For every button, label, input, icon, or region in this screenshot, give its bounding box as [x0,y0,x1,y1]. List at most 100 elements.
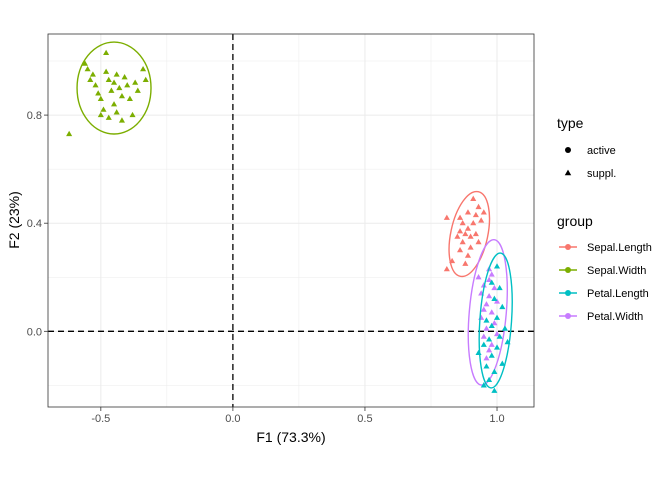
data-point [113,71,120,77]
series-sepal-width [66,41,152,137]
data-point [486,336,493,342]
data-point [124,82,131,88]
data-point [66,130,73,137]
data-point [105,114,112,120]
data-point [475,203,482,210]
data-point [480,282,487,288]
data-point [457,228,464,234]
data-point [105,76,112,83]
data-point [475,274,482,280]
data-point [475,238,482,245]
data-point [491,284,498,291]
data-point [467,244,474,250]
legend-key-point [565,290,571,296]
data-point [491,368,498,374]
data-point [493,344,501,350]
data-point [488,271,495,277]
data-point [110,79,118,85]
data-point [89,71,96,77]
data-point [488,279,495,285]
data-point [472,211,479,218]
legend-type-label: active [587,145,616,157]
data-point [483,325,490,331]
data-point [478,217,485,223]
data-point [462,230,469,237]
data-point [493,330,501,337]
x-axis: -0.5 0.0 0.5 1.0 [91,407,505,425]
data-point [488,341,495,347]
data-point [501,325,508,331]
confidence-ellipse [478,252,513,389]
data-point [81,60,89,66]
data-point [454,233,461,239]
legend-group: group Sepal.Length Sepal.Width Petal.Lengt… [557,213,652,323]
data-point [443,214,450,220]
legend-type-title: type [557,115,584,131]
data-point [126,95,133,101]
data-point [496,284,503,291]
confidence-ellipse [76,41,152,135]
data-point [464,225,472,231]
data-point [491,320,498,326]
data-point [493,314,501,320]
data-point [499,360,506,366]
data-point [464,252,472,258]
data-point [457,247,464,253]
data-point [488,309,495,315]
legend-type-label: suppl. [587,168,616,180]
panel-border [47,33,535,408]
data-point [491,387,498,393]
series-sepal-length [443,190,491,278]
data-point [504,338,511,345]
data-point [132,79,139,85]
legend-group-label: Petal.Length [587,288,649,300]
data-point [134,87,141,93]
confidence-ellipse [467,238,508,386]
data-point [464,209,472,215]
data-point [103,49,110,56]
legend-group-label: Sepal.Width [587,265,646,277]
data-point [486,292,493,299]
data-point [118,117,125,123]
y-tick-label: 0.0 [27,326,42,338]
x-axis-title: F1 (73.3%) [256,429,325,445]
data-point [97,111,104,118]
data-point [462,260,469,266]
x-tick-label: 0.0 [225,413,240,425]
legend-key-point [565,313,571,319]
data-point [470,195,477,201]
data-point [449,257,456,264]
data-point [488,322,495,328]
data-point [480,306,487,312]
data-point [443,265,450,272]
legend-group-title: group [557,213,593,229]
data-point [92,82,99,88]
confidence-ellipse [448,190,491,278]
data-point [486,276,493,283]
data-point [472,230,479,237]
data-point [116,84,123,91]
data-point [486,376,493,383]
y-axis-title: F2 (23%) [6,191,22,249]
data-point [483,301,490,307]
data-point [97,95,104,101]
data-point [95,90,102,96]
legend-symbol-triangle-icon [564,169,572,176]
plot-panel [47,33,535,408]
y-tick-label: 0.4 [27,218,42,230]
data-point [491,295,498,301]
y-tick-label: 0.8 [27,110,42,122]
data-point [483,355,490,361]
legend-type: type active suppl. [557,115,616,180]
data-point [100,106,107,112]
data-point [493,298,501,304]
legend-symbol-circle-icon [565,147,571,153]
legend-group-label: Petal.Width [587,311,643,323]
data-point [496,333,503,339]
data-point [457,214,464,220]
data-point [459,238,466,245]
data-point [87,76,94,83]
y-axis: 0.0 0.4 0.8 [27,110,48,338]
data-point [110,101,118,107]
